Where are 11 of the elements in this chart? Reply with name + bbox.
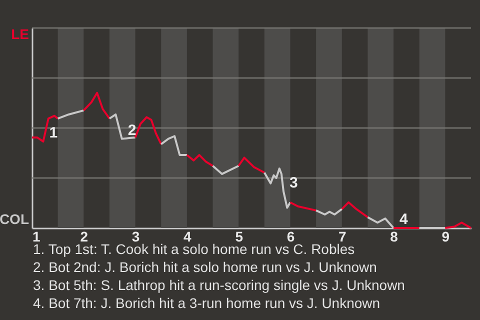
annotation: 3 bbox=[290, 174, 298, 192]
annotation: 4 bbox=[400, 211, 409, 228]
x-tick-label: 9 bbox=[442, 228, 450, 244]
annotation: 1 bbox=[49, 124, 58, 142]
text: COL bbox=[0, 211, 30, 227]
text: 4. Bot 7th: J. Borich hit a 3-run home run vs J. Unknown bbox=[33, 295, 380, 311]
x-tick-label: 8 bbox=[390, 228, 398, 244]
text: LE bbox=[11, 26, 29, 42]
text: 3. Bot 5th: S. Lathrop hit a run-scoring single vs J. Unknown bbox=[33, 277, 405, 293]
annotation: 2 bbox=[128, 122, 136, 139]
text: 2. Bot 2nd: J. Borich hit a solo home run vs J. Unknown bbox=[33, 259, 377, 275]
